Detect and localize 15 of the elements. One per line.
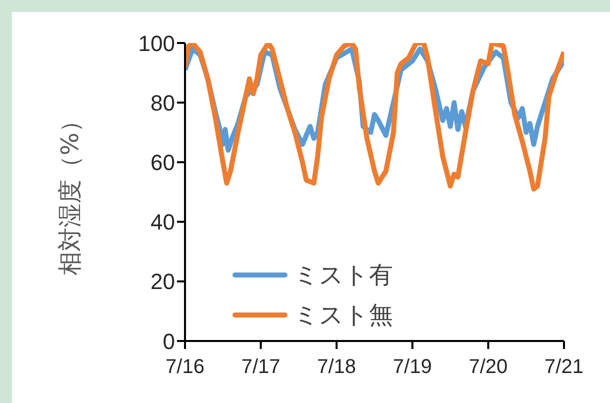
- x-tick-label: 7/19: [392, 356, 432, 378]
- y-tick-label: 60: [150, 150, 175, 176]
- y-tick-label: 100: [138, 30, 175, 56]
- y-tick-label: 0: [162, 328, 175, 354]
- legend-label: ミスト無: [294, 300, 393, 331]
- y-axis-title: 相対湿度（%）: [56, 108, 84, 276]
- y-tick-label: 80: [150, 90, 175, 116]
- x-tick-label: 7/18: [317, 356, 356, 378]
- y-tick-label: 40: [150, 210, 175, 235]
- x-tick-label: 7/16: [166, 356, 204, 378]
- legend-label: ミスト有: [294, 260, 393, 291]
- y-tick-label: 20: [150, 269, 175, 294]
- x-tick-label: 7/21: [544, 356, 584, 378]
- x-tick-label: 7/17: [241, 356, 280, 378]
- x-tick-label: 7/20: [468, 356, 508, 378]
